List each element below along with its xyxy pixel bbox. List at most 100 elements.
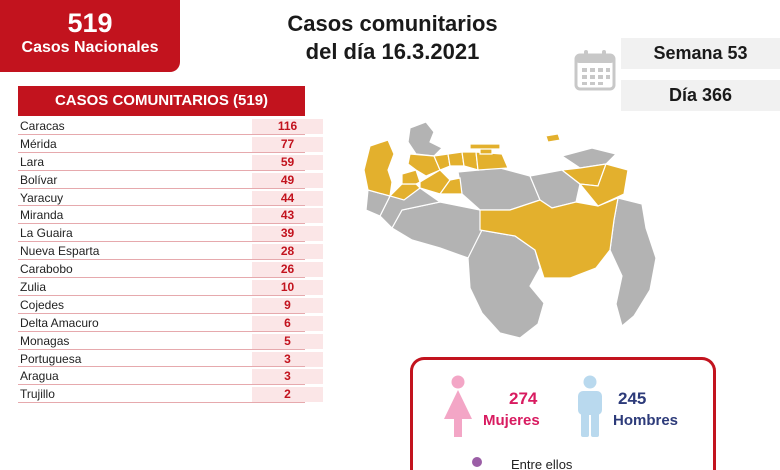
map-region-merida [388, 183, 421, 201]
state-name: Yaracuy [20, 190, 64, 205]
state-name: Mérida [20, 136, 57, 151]
row-divider [18, 277, 305, 279]
map-region-aragua [461, 151, 479, 171]
male-label: Hombres [613, 412, 679, 429]
state-value: 10 [280, 280, 295, 295]
value-cell-bg [252, 297, 323, 313]
map-region-bolivar [479, 197, 619, 279]
value-cell-bg [252, 387, 323, 403]
map-region-apure [391, 201, 483, 259]
state-name: Portuguesa [20, 351, 82, 366]
state-value: 49 [280, 172, 295, 187]
table-row: La Guaira 39 [18, 225, 323, 243]
female-label: Mujeres [483, 412, 540, 429]
state-name: Monagas [20, 333, 70, 348]
state-name: Cojedes [20, 297, 65, 312]
table-row: Trujillo 2 [18, 386, 323, 404]
state-name: Trujillo [20, 387, 55, 402]
table-row: Miranda 43 [18, 207, 323, 225]
table-row: Carabobo 26 [18, 261, 323, 279]
value-cell-bg [252, 190, 323, 206]
national-cases-count: 519 [67, 8, 113, 38]
value-cell-bg [252, 280, 323, 296]
state-name: Delta Amacuro [20, 315, 99, 330]
state-value: 3 [284, 369, 291, 384]
table-row: Bolívar 49 [18, 172, 323, 190]
state-value: 2 [284, 387, 291, 402]
state-value: 5 [284, 333, 291, 348]
male-count: 245 [618, 389, 647, 408]
row-divider [18, 384, 305, 386]
female-count: 274 [509, 389, 538, 408]
state-value: 77 [280, 136, 295, 151]
value-cell-bg [252, 119, 323, 134]
table-row: Nueva Esparta 28 [18, 243, 323, 261]
value-cell-bg [252, 226, 323, 242]
bottom-note: Entre ellos [420, 452, 710, 470]
value-cell-bg [252, 333, 323, 349]
row-divider [18, 151, 305, 153]
row-divider [18, 294, 305, 296]
map-region-nueva-esparta [545, 133, 561, 143]
bullet-dot [472, 457, 482, 467]
table-header: CASOS COMUNITARIOS (519) [18, 86, 305, 116]
value-cell-bg [252, 351, 323, 367]
venezuela-map [363, 121, 657, 339]
row-divider [18, 241, 305, 243]
row-divider [18, 205, 305, 207]
row-divider [18, 133, 305, 135]
value-cell-bg [252, 172, 323, 188]
value-cell-bg [252, 208, 323, 224]
male-figure-icon [578, 375, 602, 437]
row-divider [18, 366, 305, 368]
state-value: 116 [277, 119, 298, 133]
table-row: Portuguesa 3 [18, 351, 323, 369]
state-name: Bolívar [20, 172, 58, 187]
state-value: 6 [284, 315, 291, 330]
table-row: Caracas 116 [18, 118, 323, 136]
row-divider [18, 312, 305, 314]
value-cell-bg [252, 369, 323, 385]
map-region-carabobo [447, 151, 465, 167]
state-name: Caracas [20, 119, 65, 133]
state-value: 44 [280, 190, 295, 205]
row-divider [18, 169, 305, 171]
state-name: Nueva Esparta [20, 244, 100, 259]
map-region-sucre [560, 147, 618, 169]
row-divider [18, 187, 305, 189]
state-value: 28 [280, 244, 295, 259]
map-region-la-guaira [469, 143, 501, 150]
state-name: Aragua [20, 369, 59, 384]
page-title: Casos comunitarios del día 16.3.2021 [255, 10, 530, 66]
table-row: Zulia 10 [18, 279, 323, 297]
table-row: Yaracuy 44 [18, 190, 323, 208]
value-cell-bg [252, 262, 323, 278]
state-value: 26 [280, 262, 295, 277]
map-region-delta-amacuro [578, 163, 629, 207]
bottom-note-text: Entre ellos [511, 457, 573, 470]
calendar-icon [574, 50, 616, 91]
state-value: 9 [284, 297, 291, 312]
state-name: Zulia [20, 280, 47, 295]
cases-table: Caracas 116 Mérida 77 Lara 59 Bolívar 49 Yaracuy… [18, 118, 323, 404]
title-line-1: Casos comunitarios [287, 11, 498, 36]
table-row: Delta Amacuro 6 [18, 315, 323, 333]
table-row: Mérida 77 [18, 136, 323, 154]
value-cell-bg [252, 154, 323, 170]
map-region-cojedes [438, 177, 463, 195]
state-value: 43 [280, 208, 295, 223]
map-region-falcon-peninsula [407, 121, 444, 157]
table-row: Cojedes 9 [18, 297, 323, 315]
national-cases-label: Casos Nacionales [21, 39, 159, 56]
row-divider [18, 259, 305, 261]
value-cell-bg [252, 244, 323, 260]
day-box: Día 366 [621, 80, 780, 111]
table-row: Aragua 3 [18, 368, 323, 386]
value-cell-bg [252, 315, 323, 331]
state-value: 39 [280, 226, 295, 241]
state-name: Carabobo [20, 262, 73, 277]
table-row: Lara 59 [18, 154, 323, 172]
row-divider [18, 348, 305, 350]
national-cases-box: 519 Casos Nacionales [0, 0, 180, 72]
map-region-guayana-esequiba [609, 197, 657, 328]
